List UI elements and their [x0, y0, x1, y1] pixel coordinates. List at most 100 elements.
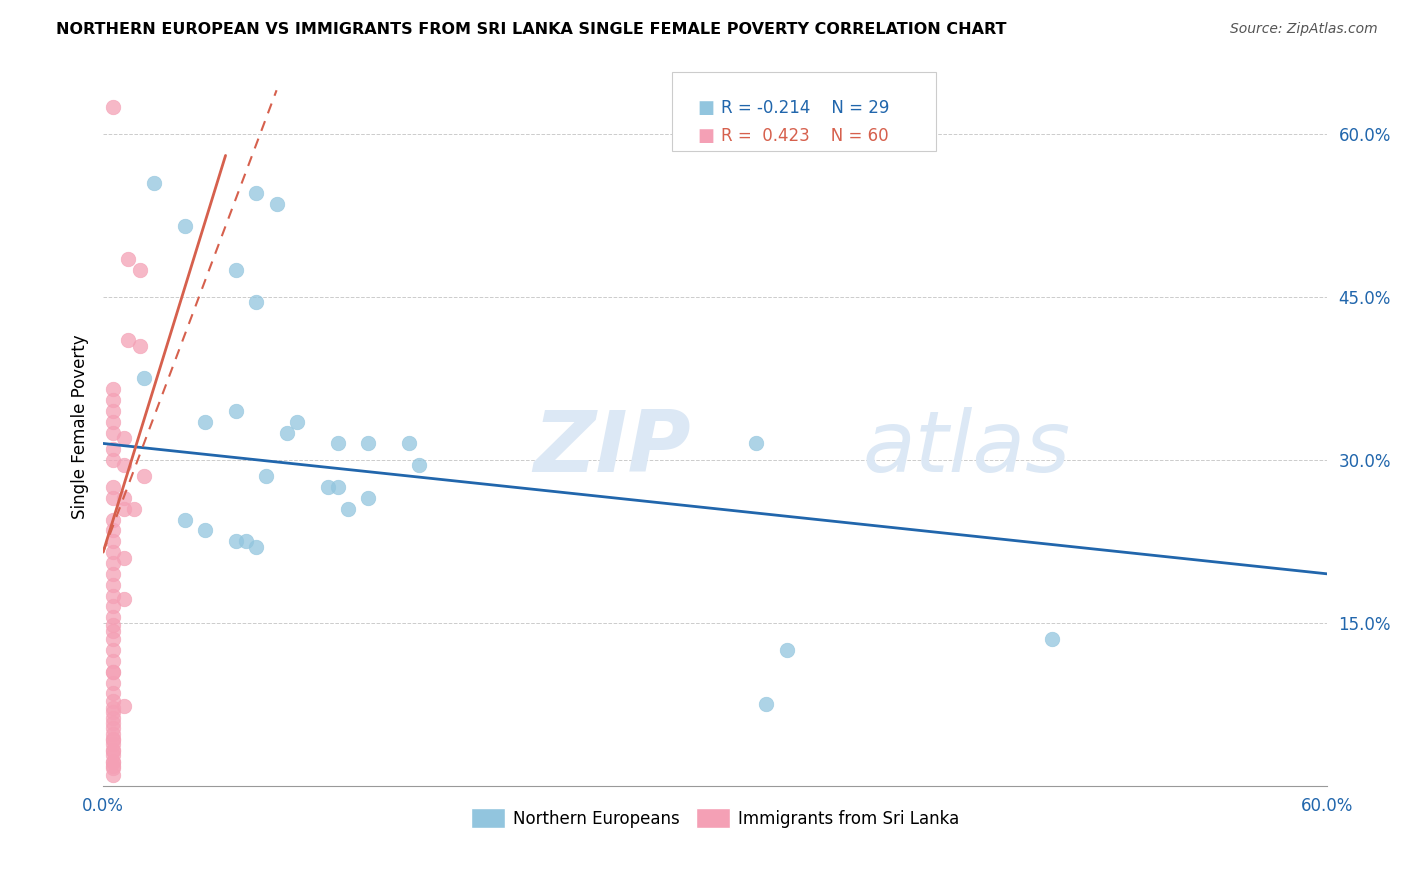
Text: ■: ■	[697, 99, 714, 117]
Point	[103, 491, 125, 505]
Point	[103, 711, 125, 725]
Y-axis label: Single Female Poverty: Single Female Poverty	[72, 334, 89, 519]
Point	[112, 699, 135, 714]
Point	[103, 404, 125, 418]
Point	[755, 698, 778, 712]
Text: NORTHERN EUROPEAN VS IMMIGRANTS FROM SRI LANKA SINGLE FEMALE POVERTY CORRELATION: NORTHERN EUROPEAN VS IMMIGRANTS FROM SRI…	[56, 22, 1007, 37]
Point	[103, 618, 125, 632]
Text: R =  0.423    N = 60: R = 0.423 N = 60	[721, 128, 889, 145]
Point	[103, 556, 125, 570]
Point	[103, 566, 125, 581]
Point	[336, 501, 359, 516]
Point	[225, 404, 247, 418]
Point	[103, 665, 125, 679]
Point	[326, 436, 349, 450]
Point	[103, 545, 125, 559]
Text: ZIP: ZIP	[533, 407, 690, 491]
Point	[1040, 632, 1063, 646]
Point	[103, 610, 125, 624]
Point	[103, 733, 125, 747]
Point	[103, 755, 125, 769]
Point	[225, 262, 247, 277]
Point	[408, 458, 430, 473]
Point	[112, 591, 135, 606]
Point	[245, 295, 267, 310]
Point	[103, 715, 125, 730]
Point	[103, 392, 125, 407]
Point	[776, 643, 799, 657]
Point	[357, 491, 380, 505]
Point	[103, 480, 125, 494]
Text: N = 29: N = 29	[862, 99, 925, 117]
Point	[254, 469, 277, 483]
Text: atlas: atlas	[862, 407, 1070, 491]
Point	[266, 197, 288, 211]
Point	[103, 512, 125, 526]
Point	[103, 675, 125, 690]
Point	[128, 262, 150, 277]
Text: R = -0.214    N = 29: R = -0.214 N = 29	[721, 99, 890, 117]
Point	[103, 415, 125, 429]
Point	[194, 524, 217, 538]
Point	[103, 452, 125, 467]
Point	[103, 643, 125, 657]
Point	[285, 415, 308, 429]
Point	[326, 480, 349, 494]
Point	[112, 458, 135, 473]
Point	[357, 436, 380, 450]
Point	[103, 442, 125, 456]
Point	[103, 599, 125, 614]
Point	[235, 534, 257, 549]
Text: □: □	[690, 101, 709, 120]
Point	[103, 761, 125, 775]
Text: Source: ZipAtlas.com: Source: ZipAtlas.com	[1230, 22, 1378, 37]
FancyBboxPatch shape	[672, 72, 935, 151]
Text: R =  0.423: R = 0.423	[721, 128, 810, 145]
Point	[225, 534, 247, 549]
Point	[103, 589, 125, 603]
Legend: Northern Europeans, Immigrants from Sri Lanka: Northern Europeans, Immigrants from Sri …	[464, 801, 966, 835]
Point	[103, 755, 125, 769]
Point	[103, 654, 125, 668]
Point	[103, 768, 125, 782]
Point	[103, 534, 125, 549]
Point	[122, 501, 145, 516]
Text: R = -0.214: R = -0.214	[721, 99, 811, 117]
Point	[103, 744, 125, 758]
Point	[112, 431, 135, 445]
Point	[276, 425, 298, 440]
Point	[103, 759, 125, 773]
Point	[103, 726, 125, 740]
Point	[103, 700, 125, 714]
Point	[132, 469, 155, 483]
Point	[132, 371, 155, 385]
Point	[112, 491, 135, 505]
Point	[103, 624, 125, 639]
Point	[745, 436, 768, 450]
Point	[103, 524, 125, 538]
Point	[103, 738, 125, 752]
Point	[112, 501, 135, 516]
Point	[117, 252, 139, 266]
Point	[112, 550, 135, 565]
Point	[103, 705, 125, 719]
Point	[103, 578, 125, 592]
Text: □: □	[690, 129, 709, 148]
Point	[103, 686, 125, 700]
Point	[103, 382, 125, 396]
Point	[103, 632, 125, 646]
Point	[398, 436, 420, 450]
Point	[103, 743, 125, 757]
Point	[316, 480, 339, 494]
Text: N = 60: N = 60	[862, 128, 924, 145]
Point	[245, 540, 267, 554]
Point	[103, 99, 125, 113]
Point	[103, 694, 125, 708]
Text: ■: ■	[697, 128, 714, 145]
Point	[103, 748, 125, 763]
Point	[103, 425, 125, 440]
Point	[128, 338, 150, 352]
Point	[173, 512, 195, 526]
Point	[103, 732, 125, 747]
Point	[103, 665, 125, 679]
